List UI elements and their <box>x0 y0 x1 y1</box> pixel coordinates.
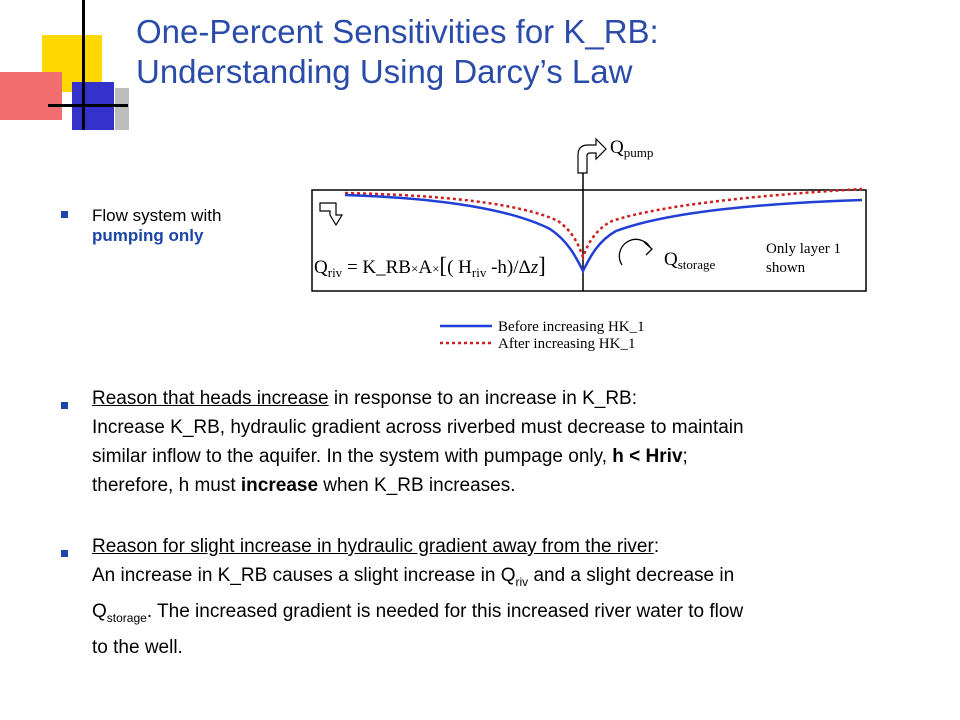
reason2-line4: to the well. <box>92 636 183 658</box>
reason-slight-gradient: Reason for slight increase in hydraulic … <box>92 532 944 662</box>
layer-note-line2: shown <box>766 260 806 276</box>
layer-note-line1: Only layer 1 <box>766 241 841 257</box>
aquifer-box <box>311 189 867 292</box>
darcy-diagram: Qpump Qstorage Only layer 1 shown Qriv =… <box>311 137 867 352</box>
decor-square-red <box>0 72 62 120</box>
flow-emphasis: pumping only <box>92 226 204 245</box>
title-line-2: Understanding Using Darcy’s Law <box>136 53 633 90</box>
darcy-equation: Qriv = K_RB×A×[( Hriv -h)/Δz] <box>314 253 546 280</box>
decor-shadow <box>115 88 129 130</box>
legend-before-label: Before increasing HK_1 <box>498 319 645 335</box>
bullet-marker <box>61 211 68 218</box>
bullet-marker <box>61 550 68 557</box>
pump-arrow-icon <box>577 137 607 174</box>
title-line-1: One-Percent Sensitivities for K_RB: <box>136 13 659 50</box>
q-pump-label: Qpump <box>610 137 653 160</box>
reason1-line2: Increase K_RB, hydraulic gradient across… <box>92 417 744 438</box>
head-after-curve <box>344 187 863 261</box>
reason2-heading: Reason for slight increase in hydraulic … <box>92 536 654 557</box>
head-before-curve <box>344 193 863 274</box>
q-storage-label: Qstorage <box>664 249 716 272</box>
flow-system-bullet: Flow system with pumping only <box>92 206 257 246</box>
legend-after-label: After increasing HK_1 <box>498 336 635 352</box>
flow-text: Flow system with <box>92 206 222 225</box>
slide-title: One-Percent Sensitivities for K_RB: Unde… <box>136 12 936 92</box>
reason1-heading: Reason that heads increase <box>92 388 329 409</box>
decor-line-vertical <box>82 0 85 130</box>
storage-arrow-icon <box>618 238 651 266</box>
river-inflow-arrow-icon <box>319 202 344 227</box>
bullet-marker <box>61 402 68 409</box>
reason-heads-increase: Reason that heads increase in response t… <box>92 384 944 500</box>
decor-line-horizontal <box>48 104 128 107</box>
storage-arrowhead-icon <box>643 241 653 256</box>
